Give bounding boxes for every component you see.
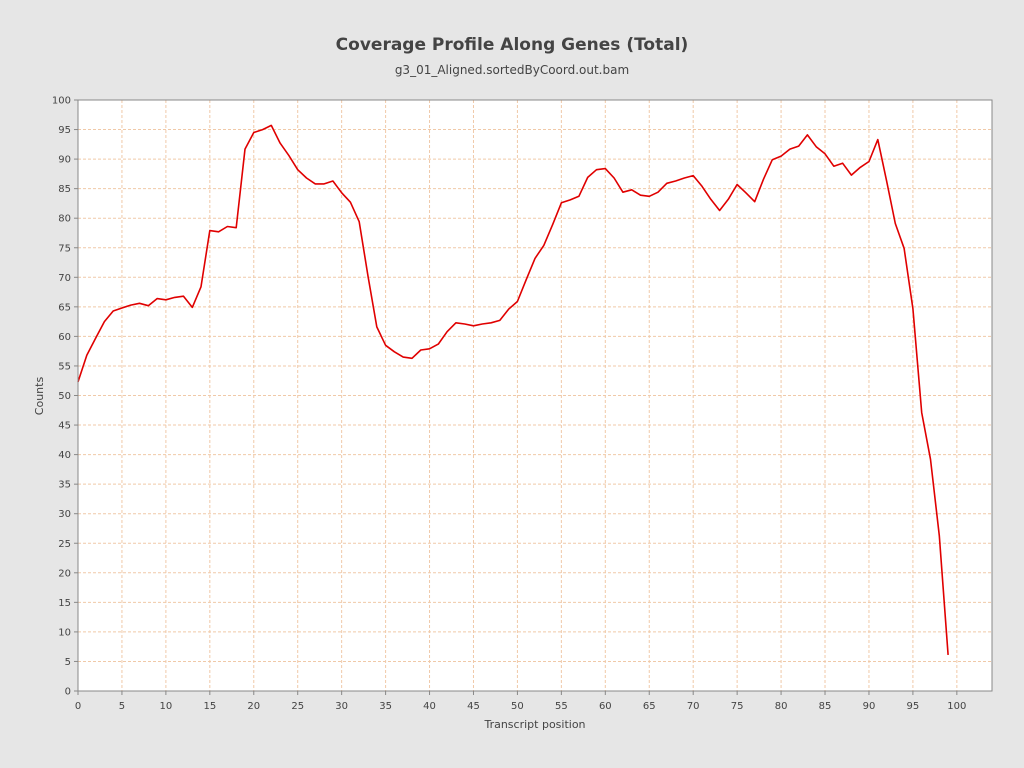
x-tick-label: 20 bbox=[247, 701, 260, 712]
x-tick-label: 10 bbox=[160, 701, 173, 712]
plot-border bbox=[77, 99, 993, 692]
chart-title: Coverage Profile Along Genes (Total) bbox=[336, 35, 689, 55]
y-tick-label: 65 bbox=[58, 302, 71, 313]
y-tick-label: 20 bbox=[58, 568, 71, 579]
x-tick-label: 50 bbox=[511, 701, 524, 712]
x-axis-ticks: 0 5 10 15 20 25 30 35 40 45 50 55 60 65 70 75 80 85 90 95 10… bbox=[75, 691, 966, 712]
y-tick-label: 80 bbox=[58, 214, 71, 225]
y-axis-ticks: 0 5 10 15 20 25 30 35 40 45 50 55 60 65 70 75 80 85 90 95 10… bbox=[52, 96, 78, 698]
x-tick-label: 40 bbox=[423, 701, 436, 712]
series-line bbox=[77, 124, 949, 655]
y-tick-label: 70 bbox=[58, 273, 71, 284]
y-tick-label: 60 bbox=[58, 332, 71, 343]
x-tick-label: 55 bbox=[555, 701, 568, 712]
y-tick-label: 15 bbox=[58, 598, 71, 609]
x-tick-label: 15 bbox=[203, 701, 216, 712]
y-tick-label: 90 bbox=[58, 155, 71, 166]
x-tick-label: 65 bbox=[643, 701, 656, 712]
y-tick-label: 25 bbox=[58, 539, 71, 550]
x-tick-label: 45 bbox=[467, 701, 480, 712]
y-tick-label: 100 bbox=[52, 96, 71, 107]
y-tick-label: 85 bbox=[58, 184, 71, 195]
x-tick-label: 70 bbox=[687, 701, 700, 712]
y-tick-label: 50 bbox=[58, 391, 71, 402]
y-tick-label: 95 bbox=[58, 125, 71, 136]
x-tick-label: 35 bbox=[379, 701, 392, 712]
y-tick-label: 40 bbox=[58, 450, 71, 461]
x-tick-label: 80 bbox=[775, 701, 788, 712]
y-tick-label: 0 bbox=[65, 687, 71, 698]
y-tick-label: 45 bbox=[58, 421, 71, 432]
x-tick-label: 60 bbox=[599, 701, 612, 712]
x-tick-label: 90 bbox=[863, 701, 876, 712]
chart-subtitle: g3_01_Aligned.sortedByCoord.out.bam bbox=[395, 63, 629, 77]
y-tick-label: 10 bbox=[58, 627, 71, 638]
x-tick-label: 25 bbox=[291, 701, 304, 712]
grid-lines bbox=[77, 99, 992, 692]
x-tick-label: 5 bbox=[119, 701, 125, 712]
y-tick-label: 5 bbox=[65, 657, 71, 668]
x-tick-label: 30 bbox=[335, 701, 348, 712]
x-tick-label: 95 bbox=[907, 701, 920, 712]
y-tick-label: 75 bbox=[58, 243, 71, 254]
series-group bbox=[77, 124, 949, 655]
x-axis-label: Transcript position bbox=[483, 718, 585, 731]
x-tick-label: 0 bbox=[75, 701, 81, 712]
x-tick-label: 85 bbox=[819, 701, 832, 712]
x-tick-label: 100 bbox=[947, 701, 966, 712]
y-tick-label: 35 bbox=[58, 480, 71, 491]
y-tick-label: 55 bbox=[58, 361, 71, 372]
y-tick-label: 30 bbox=[58, 509, 71, 520]
y-axis-label: Counts bbox=[33, 377, 46, 416]
x-tick-label: 75 bbox=[731, 701, 744, 712]
